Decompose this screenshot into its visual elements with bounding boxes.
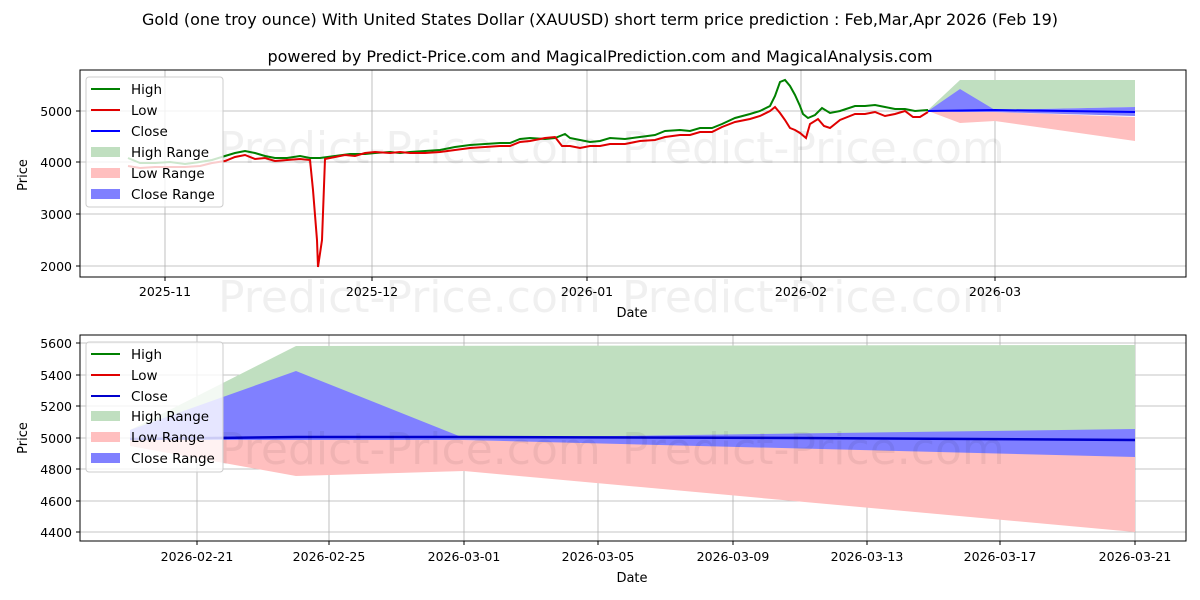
y-tick-label: 5000 <box>40 431 72 446</box>
y-tick-label: 5400 <box>40 368 72 383</box>
legend-close-range-label: Close Range <box>131 451 215 467</box>
legend-low-range-swatch <box>91 168 120 178</box>
y-tick-label: 5200 <box>40 399 72 414</box>
top-axes-frame <box>79 69 1187 278</box>
high-line <box>127 78 929 166</box>
watermark: Predict-Price.com <box>218 123 601 174</box>
x-tick-label: 2026-03-01 <box>428 549 501 564</box>
watermark: Predict-Price.com <box>622 424 1005 475</box>
x-axis-label: Date <box>616 306 647 321</box>
y-tick-label: 5600 <box>40 336 72 351</box>
legend-high-label: High <box>131 347 162 363</box>
top-chart: Predict-Price.com Predict-Price.com Pred… <box>16 69 1187 323</box>
legend-close-label: Close <box>131 124 168 140</box>
legend-close-label: Close <box>131 389 168 405</box>
low-range-area <box>130 440 1135 532</box>
legend-high-range-swatch <box>91 147 120 157</box>
x-tick-label: 2026-03-17 <box>964 549 1037 564</box>
y-tick-label: 4400 <box>40 525 72 540</box>
y-tick-label: 5000 <box>40 104 72 119</box>
legend-high-label: High <box>131 82 162 98</box>
low-line <box>127 105 929 268</box>
y-tick-label: 4000 <box>40 155 72 170</box>
x-tick-label: 2026-03-21 <box>1099 549 1172 564</box>
x-tick-label: 2026-03 <box>969 284 1021 299</box>
x-tick-label: 2026-03-05 <box>562 549 635 564</box>
watermark: Predict-Price.com <box>218 272 601 323</box>
y-tick-label: 3000 <box>40 207 72 222</box>
y-tick-label: 4600 <box>40 494 72 509</box>
watermark: Predict-Price.com <box>622 272 1005 323</box>
close-line <box>927 108 1136 113</box>
legend-close-range-swatch <box>91 189 120 199</box>
legend-low-range-label: Low Range <box>131 166 205 182</box>
legend-low-label: Low <box>131 368 158 384</box>
y-tick-label: 2000 <box>40 259 72 274</box>
legend-low-range-label: Low Range <box>131 430 205 446</box>
y-axis-label: Price <box>16 422 31 454</box>
legend-close-range-label: Close Range <box>131 187 215 203</box>
x-tick-label: 2026-02-21 <box>161 549 234 564</box>
chart-title: Gold (one troy ounce) With United States… <box>141 10 1059 29</box>
bottom-legend: High Low Close High Range Low Range Clos… <box>85 341 224 473</box>
bottom-chart: Predict-Price.com Predict-Price.com 5600… <box>16 334 1187 586</box>
low-range-area <box>928 111 1135 141</box>
chart-subtitle: powered by Predict-Price.com and Magical… <box>267 47 933 66</box>
watermark: Predict-Price.com <box>218 424 601 475</box>
y-tick-label: 4800 <box>40 462 72 477</box>
x-tick-label: 2026-02 <box>775 284 827 299</box>
x-tick-label: 2025-12 <box>346 284 398 299</box>
legend-low-range-swatch <box>91 432 120 442</box>
legend-high-range-swatch <box>91 411 120 421</box>
close-line <box>129 435 1136 442</box>
x-axis-label: Date <box>616 571 647 586</box>
legend-high-range-label: High Range <box>131 145 209 161</box>
top-legend: High Low Close High Range Low Range Clos… <box>85 76 224 208</box>
x-tick-label: 2026-02-25 <box>293 549 366 564</box>
x-tick-label: 2026-01 <box>561 284 613 299</box>
x-tick-label: 2026-03-09 <box>697 549 770 564</box>
legend-low-label: Low <box>131 103 158 119</box>
legend-high-range-label: High Range <box>131 409 209 425</box>
x-tick-label: 2026-03-13 <box>831 549 904 564</box>
legend-close-range-swatch <box>91 453 120 463</box>
close-range-area <box>130 371 1135 457</box>
y-axis-label: Price <box>16 159 31 191</box>
x-tick-label: 2025-11 <box>139 284 191 299</box>
